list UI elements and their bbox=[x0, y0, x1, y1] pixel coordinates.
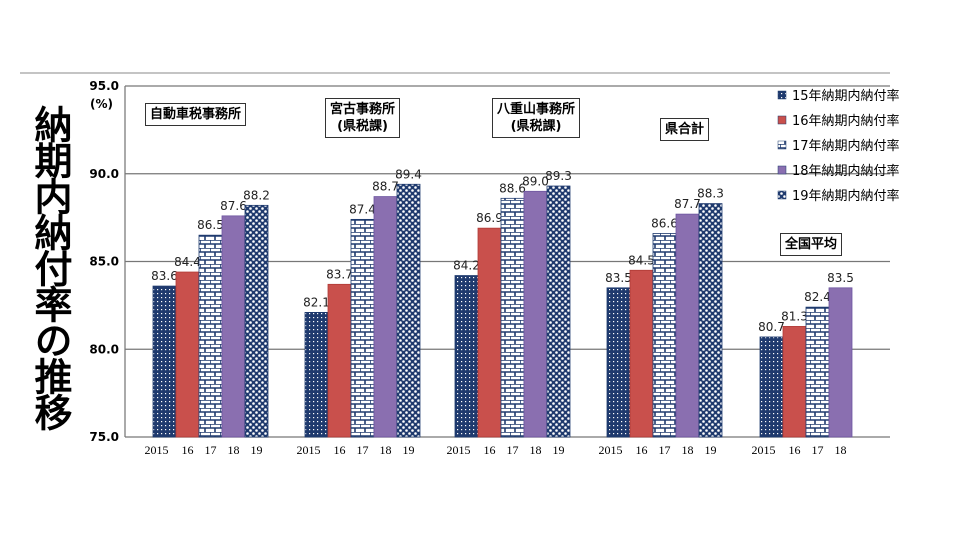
data-label: 88.2 bbox=[243, 188, 270, 202]
bar bbox=[652, 233, 677, 438]
y-tick-label: 75.0 bbox=[89, 430, 119, 444]
x-tick-label: 19 bbox=[705, 443, 717, 457]
group-label: 宮古事務所 (県税課) bbox=[325, 98, 401, 138]
bar bbox=[782, 326, 807, 438]
data-label: 89.3 bbox=[545, 169, 572, 183]
bar bbox=[152, 285, 177, 438]
data-label: 86.5 bbox=[197, 218, 224, 232]
data-label: 84.4 bbox=[174, 255, 201, 269]
x-tick-label: 2015 bbox=[599, 443, 623, 457]
x-tick-label: 19 bbox=[403, 443, 415, 457]
data-label: 81.3 bbox=[781, 309, 808, 323]
x-tick-label: 2015 bbox=[297, 443, 321, 457]
legend-swatch bbox=[777, 90, 787, 100]
x-tick-label: 16 bbox=[789, 443, 801, 457]
x-tick-label: 16 bbox=[484, 443, 496, 457]
bar bbox=[221, 215, 246, 438]
bar bbox=[546, 185, 571, 438]
page-title: 納期内納付率の推移 bbox=[28, 105, 72, 429]
y-axis-label: (%) bbox=[90, 97, 113, 111]
data-label: 83.5 bbox=[605, 271, 632, 285]
x-tick-label: 18 bbox=[530, 443, 542, 457]
data-label: 86.6 bbox=[651, 216, 678, 230]
x-tick-label: 18 bbox=[835, 443, 847, 457]
legend-label: 19年納期内納付率 bbox=[792, 188, 900, 204]
bar bbox=[606, 287, 631, 438]
x-tick-label: 16 bbox=[182, 443, 194, 457]
bar bbox=[828, 287, 853, 438]
legend-label: 15年納期内納付率 bbox=[792, 88, 900, 104]
data-label: 87.4 bbox=[349, 202, 376, 216]
legend-swatch bbox=[777, 140, 787, 150]
bar bbox=[698, 203, 723, 438]
data-label: 87.6 bbox=[220, 199, 247, 213]
bar bbox=[373, 196, 398, 438]
data-label: 84.5 bbox=[628, 253, 655, 267]
x-tick-label: 2015 bbox=[145, 443, 169, 457]
y-tick-label: 85.0 bbox=[89, 255, 119, 269]
bar bbox=[523, 190, 548, 438]
bar bbox=[304, 311, 329, 438]
legend-swatch bbox=[777, 190, 787, 200]
bar bbox=[500, 197, 525, 438]
bar bbox=[244, 204, 269, 438]
data-label: 87.7 bbox=[674, 197, 701, 211]
x-tick-label: 17 bbox=[205, 443, 217, 457]
bar bbox=[759, 336, 784, 438]
group-label: 全国平均 bbox=[780, 233, 843, 256]
bar bbox=[198, 234, 223, 438]
data-label: 84.2 bbox=[453, 259, 480, 273]
bar bbox=[350, 218, 375, 438]
x-tick-label: 17 bbox=[357, 443, 369, 457]
bar bbox=[454, 275, 479, 438]
data-label: 88.7 bbox=[372, 180, 399, 194]
y-tick-label: 80.0 bbox=[89, 342, 119, 356]
y-tick-label: 95.0 bbox=[89, 79, 119, 93]
bar bbox=[675, 213, 700, 438]
data-label: 82.1 bbox=[303, 295, 330, 309]
bar bbox=[175, 271, 200, 438]
legend-swatch bbox=[777, 165, 787, 175]
bar bbox=[629, 269, 654, 438]
x-tick-label: 17 bbox=[507, 443, 519, 457]
x-tick-label: 19 bbox=[553, 443, 565, 457]
data-label: 88.6 bbox=[499, 181, 526, 195]
x-tick-label: 2015 bbox=[447, 443, 471, 457]
bar bbox=[477, 227, 502, 438]
x-tick-label: 19 bbox=[251, 443, 263, 457]
bar bbox=[327, 283, 352, 438]
legend-label: 18年納期内納付率 bbox=[792, 163, 900, 179]
y-tick-label: 90.0 bbox=[89, 167, 119, 181]
group-label: 自動車税事務所 bbox=[145, 103, 247, 126]
bar bbox=[396, 183, 421, 438]
x-tick-label: 18 bbox=[682, 443, 694, 457]
legend-label: 17年納期内納付率 bbox=[792, 138, 900, 154]
data-label: 89.4 bbox=[395, 167, 422, 181]
group-label: 八重山事務所 (県税課) bbox=[492, 98, 581, 138]
data-label: 83.6 bbox=[151, 269, 178, 283]
x-tick-label: 18 bbox=[380, 443, 392, 457]
x-tick-label: 17 bbox=[659, 443, 671, 457]
legend-label: 16年納期内納付率 bbox=[792, 113, 900, 129]
x-tick-label: 16 bbox=[636, 443, 648, 457]
group-label: 県合計 bbox=[660, 118, 710, 141]
x-tick-label: 18 bbox=[228, 443, 240, 457]
x-tick-label: 2015 bbox=[752, 443, 776, 457]
data-label: 82.4 bbox=[804, 290, 831, 304]
data-label: 86.9 bbox=[476, 211, 503, 225]
data-label: 80.7 bbox=[758, 320, 785, 334]
bar bbox=[805, 306, 830, 438]
x-tick-label: 17 bbox=[812, 443, 824, 457]
data-label: 89.0 bbox=[522, 174, 549, 188]
data-label: 88.3 bbox=[697, 187, 724, 201]
data-label: 83.5 bbox=[827, 271, 854, 285]
legend-swatch bbox=[777, 115, 787, 125]
x-tick-label: 16 bbox=[334, 443, 346, 457]
data-label: 83.7 bbox=[326, 267, 353, 281]
